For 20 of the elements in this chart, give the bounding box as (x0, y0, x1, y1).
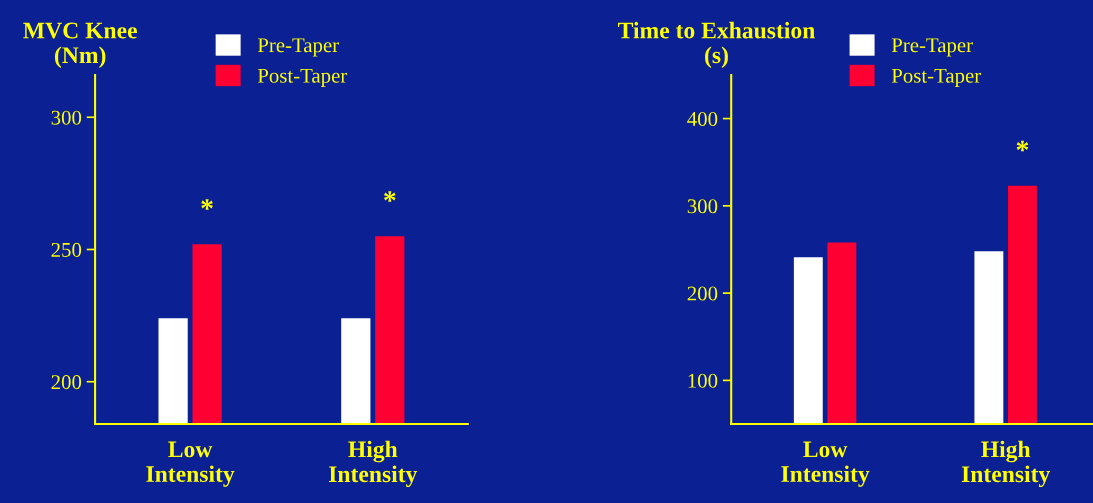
annotation: * (201, 199, 213, 210)
x-tick-label: Low Intensity (781, 441, 870, 487)
x-tick-label: High Intensity (961, 440, 1051, 488)
y-tick-label: 250 (51, 242, 82, 257)
legend-label: Post-Taper (891, 68, 982, 87)
y-axis-title: Time to Exhaustion (s) (618, 21, 815, 68)
annotation: * (384, 191, 396, 202)
y-tick-label: 300 (687, 199, 718, 214)
y-tick-label: 300 (51, 110, 82, 125)
legend-label: Pre-Taper (257, 38, 339, 57)
annotation: * (1016, 140, 1029, 152)
y-tick-label: 400 (687, 111, 718, 127)
y-tick-label: 200 (687, 286, 718, 301)
legend-label: Post-Taper (257, 68, 348, 87)
y-tick-label: 100 (688, 373, 718, 388)
y-axis-title: MVC Knee (Nm) (23, 22, 137, 68)
x-tick-label: Low Intensity (146, 441, 235, 487)
legend-label: Pre-Taper (891, 38, 973, 57)
x-tick-label: High Intensity (328, 440, 418, 488)
y-tick-label: 200 (51, 375, 82, 390)
